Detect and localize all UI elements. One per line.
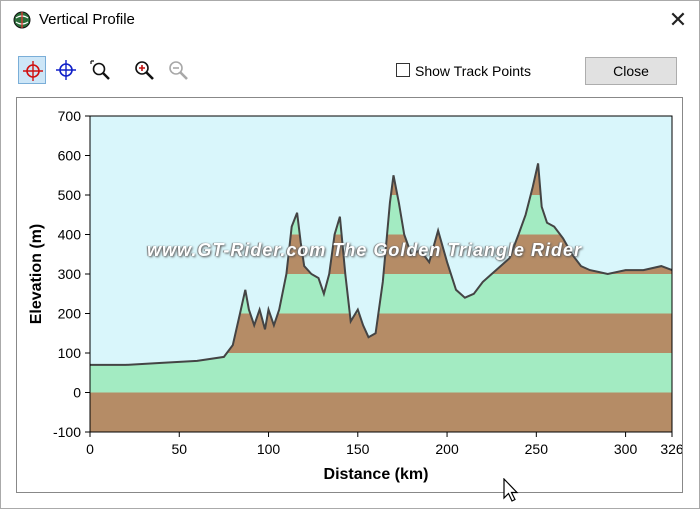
y-tick-label: 100: [58, 345, 82, 361]
elevation-profile-chart: 700 600 500 400 300 200 100 0 -100 0 50 100 150 200 25…: [28, 108, 682, 483]
profile-chart-panel: 700 600 500 400 300 200 100 0 -100 0 50 100 150 200 25…: [16, 97, 683, 493]
show-track-points-label[interactable]: Show Track Points: [415, 63, 531, 79]
x-axis-title: Distance (km): [324, 466, 429, 483]
y-tick-label: 500: [58, 187, 82, 203]
zoom-out-icon: [169, 61, 188, 80]
watermark-text: www.GT-Rider.com The Golden Triangle Rid…: [147, 240, 583, 260]
close-button[interactable]: Close: [585, 57, 677, 85]
y-tick-label: 200: [58, 306, 82, 322]
x-tick-label: 0: [86, 441, 94, 457]
x-tick-label: 50: [171, 441, 187, 457]
x-tick-label: 300: [614, 441, 638, 457]
zoom-in-icon: [135, 61, 154, 80]
y-tick-label: 600: [58, 148, 82, 164]
mouse-cursor-icon: [503, 477, 519, 509]
y-tick-label: 700: [58, 108, 82, 124]
y-tick-label: 300: [58, 266, 82, 282]
show-track-points-checkbox[interactable]: [396, 63, 410, 77]
window-title: Vertical Profile: [39, 11, 135, 28]
zoom-out-tool[interactable]: [164, 56, 192, 84]
elevation-band-0: [90, 392, 672, 432]
x-tick-label: 150: [346, 441, 370, 457]
elevation-profile-line: [90, 163, 673, 366]
y-tick-label: 0: [73, 385, 81, 401]
x-tick-label: 326: [660, 441, 682, 457]
window-close-icon[interactable]: ✕: [668, 7, 688, 32]
x-tick-label: 100: [257, 441, 281, 457]
crosshair-red-icon: [23, 61, 43, 81]
y-tick-label: -100: [53, 424, 81, 440]
y-axis-title: Elevation (m): [28, 224, 45, 324]
y-tick-label: 400: [58, 227, 82, 243]
zoom-window-icon: [90, 60, 110, 80]
crosshair-blue-icon: [56, 60, 76, 80]
zoom-window-tool[interactable]: [86, 56, 114, 84]
crosshair-blue-tool[interactable]: [52, 56, 80, 84]
zoom-in-tool[interactable]: [130, 56, 158, 84]
app-globe-icon: [13, 11, 31, 29]
crosshair-red-tool[interactable]: [18, 56, 46, 84]
x-tick-label: 250: [525, 441, 549, 457]
x-tick-label: 200: [435, 441, 459, 457]
toolbar: [1, 51, 699, 91]
title-bar: Vertical Profile ✕: [1, 1, 699, 39]
